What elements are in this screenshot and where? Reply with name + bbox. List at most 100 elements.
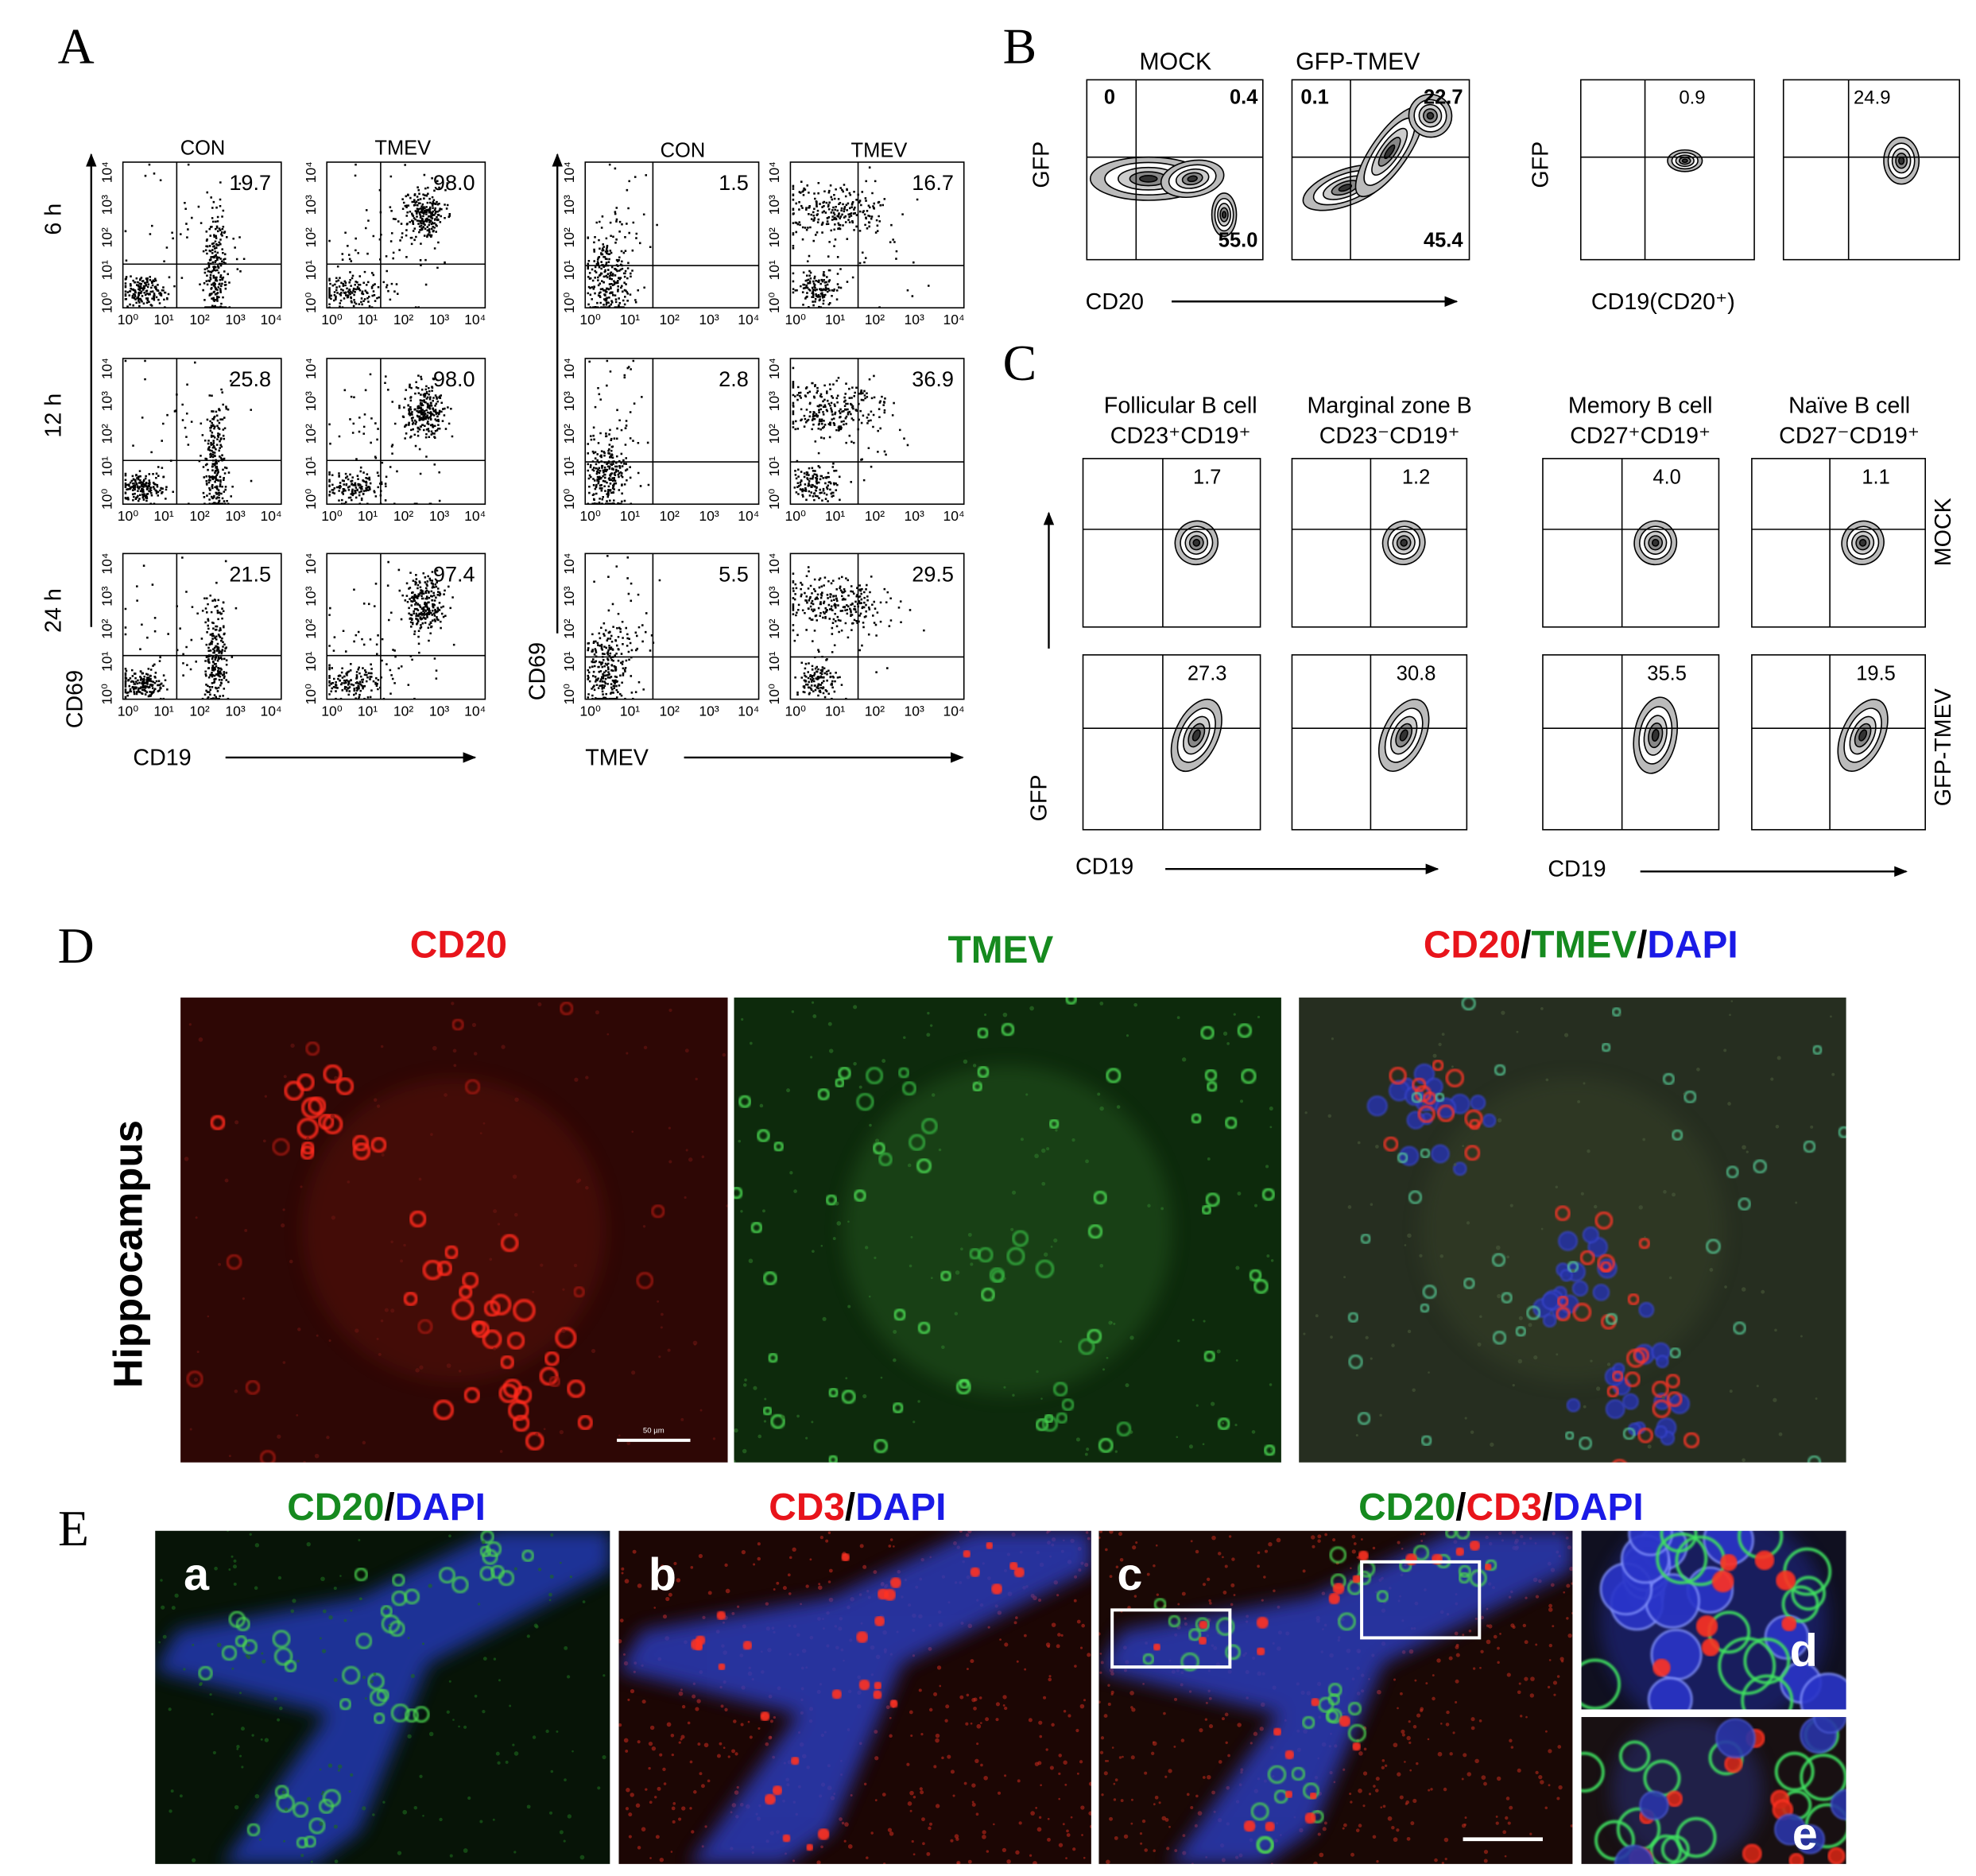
speck <box>938 1148 942 1152</box>
stain-name: DAPI <box>395 1486 486 1529</box>
speck <box>1202 1776 1206 1779</box>
speck <box>211 1712 214 1715</box>
speck <box>1563 1591 1566 1594</box>
speck <box>1039 1735 1043 1738</box>
speck <box>1466 1221 1470 1225</box>
speck <box>909 1790 914 1796</box>
y-tick-label: 10¹ <box>766 456 782 476</box>
stain-name: CD20 <box>287 1486 384 1529</box>
speck <box>1505 1797 1510 1800</box>
gate-percent: 0.9 <box>1679 87 1705 109</box>
speck <box>1056 1644 1060 1649</box>
speck <box>1668 1276 1672 1280</box>
speck <box>1368 1793 1372 1796</box>
cell <box>245 1379 261 1395</box>
speck <box>757 1434 762 1439</box>
cell <box>1683 1090 1697 1103</box>
speck <box>1468 1630 1472 1633</box>
speck <box>564 1778 567 1781</box>
speck <box>1173 1745 1176 1748</box>
speck <box>825 1539 829 1543</box>
speck <box>1593 1204 1598 1209</box>
speck <box>1530 1676 1535 1681</box>
speck <box>811 1421 814 1424</box>
cell <box>985 1541 994 1550</box>
x-tick-label: 10³ <box>699 312 719 328</box>
speck <box>889 1734 893 1738</box>
speck <box>254 1586 258 1590</box>
speck <box>648 1766 651 1770</box>
speck <box>738 1139 742 1143</box>
speck <box>976 1742 979 1746</box>
speck <box>513 1851 517 1854</box>
cell <box>1743 1638 1791 1684</box>
speck <box>1205 1701 1208 1704</box>
cell <box>404 1708 419 1723</box>
x-axis-label: CD20 <box>1086 289 1144 315</box>
speck <box>193 1378 199 1382</box>
x-tick-label: 10⁴ <box>464 508 486 524</box>
speck <box>1152 1741 1155 1744</box>
speck <box>1058 1754 1062 1758</box>
speck <box>812 1250 815 1253</box>
stain-name: DAPI <box>1552 1486 1643 1529</box>
cell <box>1309 1792 1318 1800</box>
x-tick-label: 10³ <box>905 508 924 524</box>
speck <box>978 1080 981 1083</box>
speck <box>292 1599 296 1603</box>
speck <box>970 1722 973 1725</box>
speck <box>1065 1857 1067 1859</box>
plot-frame <box>789 161 965 309</box>
y-tick-label: 10² <box>766 227 782 247</box>
column-header: TMEV <box>374 137 431 159</box>
cell <box>1683 1432 1700 1449</box>
speck <box>645 1788 648 1791</box>
speck <box>1776 1056 1781 1060</box>
speck <box>1384 1764 1388 1768</box>
speck <box>666 1584 671 1588</box>
speck <box>740 1723 744 1727</box>
speck <box>1250 1278 1252 1281</box>
speck <box>649 1800 653 1804</box>
speck <box>319 1637 322 1640</box>
speck <box>691 1830 695 1834</box>
speck <box>273 1696 277 1701</box>
speck <box>279 1706 283 1711</box>
speck <box>559 1429 564 1435</box>
speck <box>1113 1798 1117 1801</box>
cell <box>892 1401 904 1414</box>
cell <box>828 1387 839 1398</box>
speck <box>1062 1823 1065 1826</box>
speck <box>561 1328 566 1334</box>
speck <box>995 1718 999 1722</box>
scatter-dots <box>124 556 238 700</box>
speck <box>1034 1153 1039 1159</box>
speck <box>1455 1700 1458 1704</box>
speck <box>1443 1787 1447 1792</box>
speck <box>643 1045 648 1050</box>
speck <box>885 1705 890 1710</box>
speck <box>910 1235 913 1238</box>
speck <box>331 1215 335 1220</box>
speck <box>1060 1634 1064 1637</box>
cell <box>897 1067 910 1079</box>
cell <box>390 1704 410 1723</box>
scatter-dots <box>792 366 909 502</box>
speck <box>1151 1751 1155 1755</box>
speck <box>1211 1535 1216 1541</box>
plot-frame <box>1782 79 1961 261</box>
speck <box>1473 1667 1476 1670</box>
speck <box>319 1821 324 1826</box>
speck <box>1518 1316 1523 1320</box>
speck <box>753 1563 756 1566</box>
speck <box>1110 1692 1114 1696</box>
speck <box>316 1334 319 1337</box>
speck <box>158 1641 161 1644</box>
speck <box>685 1149 688 1152</box>
y-tick-label: 10⁴ <box>561 161 577 183</box>
cell <box>1065 997 1078 1006</box>
column-header: CON <box>180 137 226 159</box>
speck <box>1257 1551 1261 1555</box>
cell <box>521 1549 534 1562</box>
speck <box>1043 1696 1047 1700</box>
